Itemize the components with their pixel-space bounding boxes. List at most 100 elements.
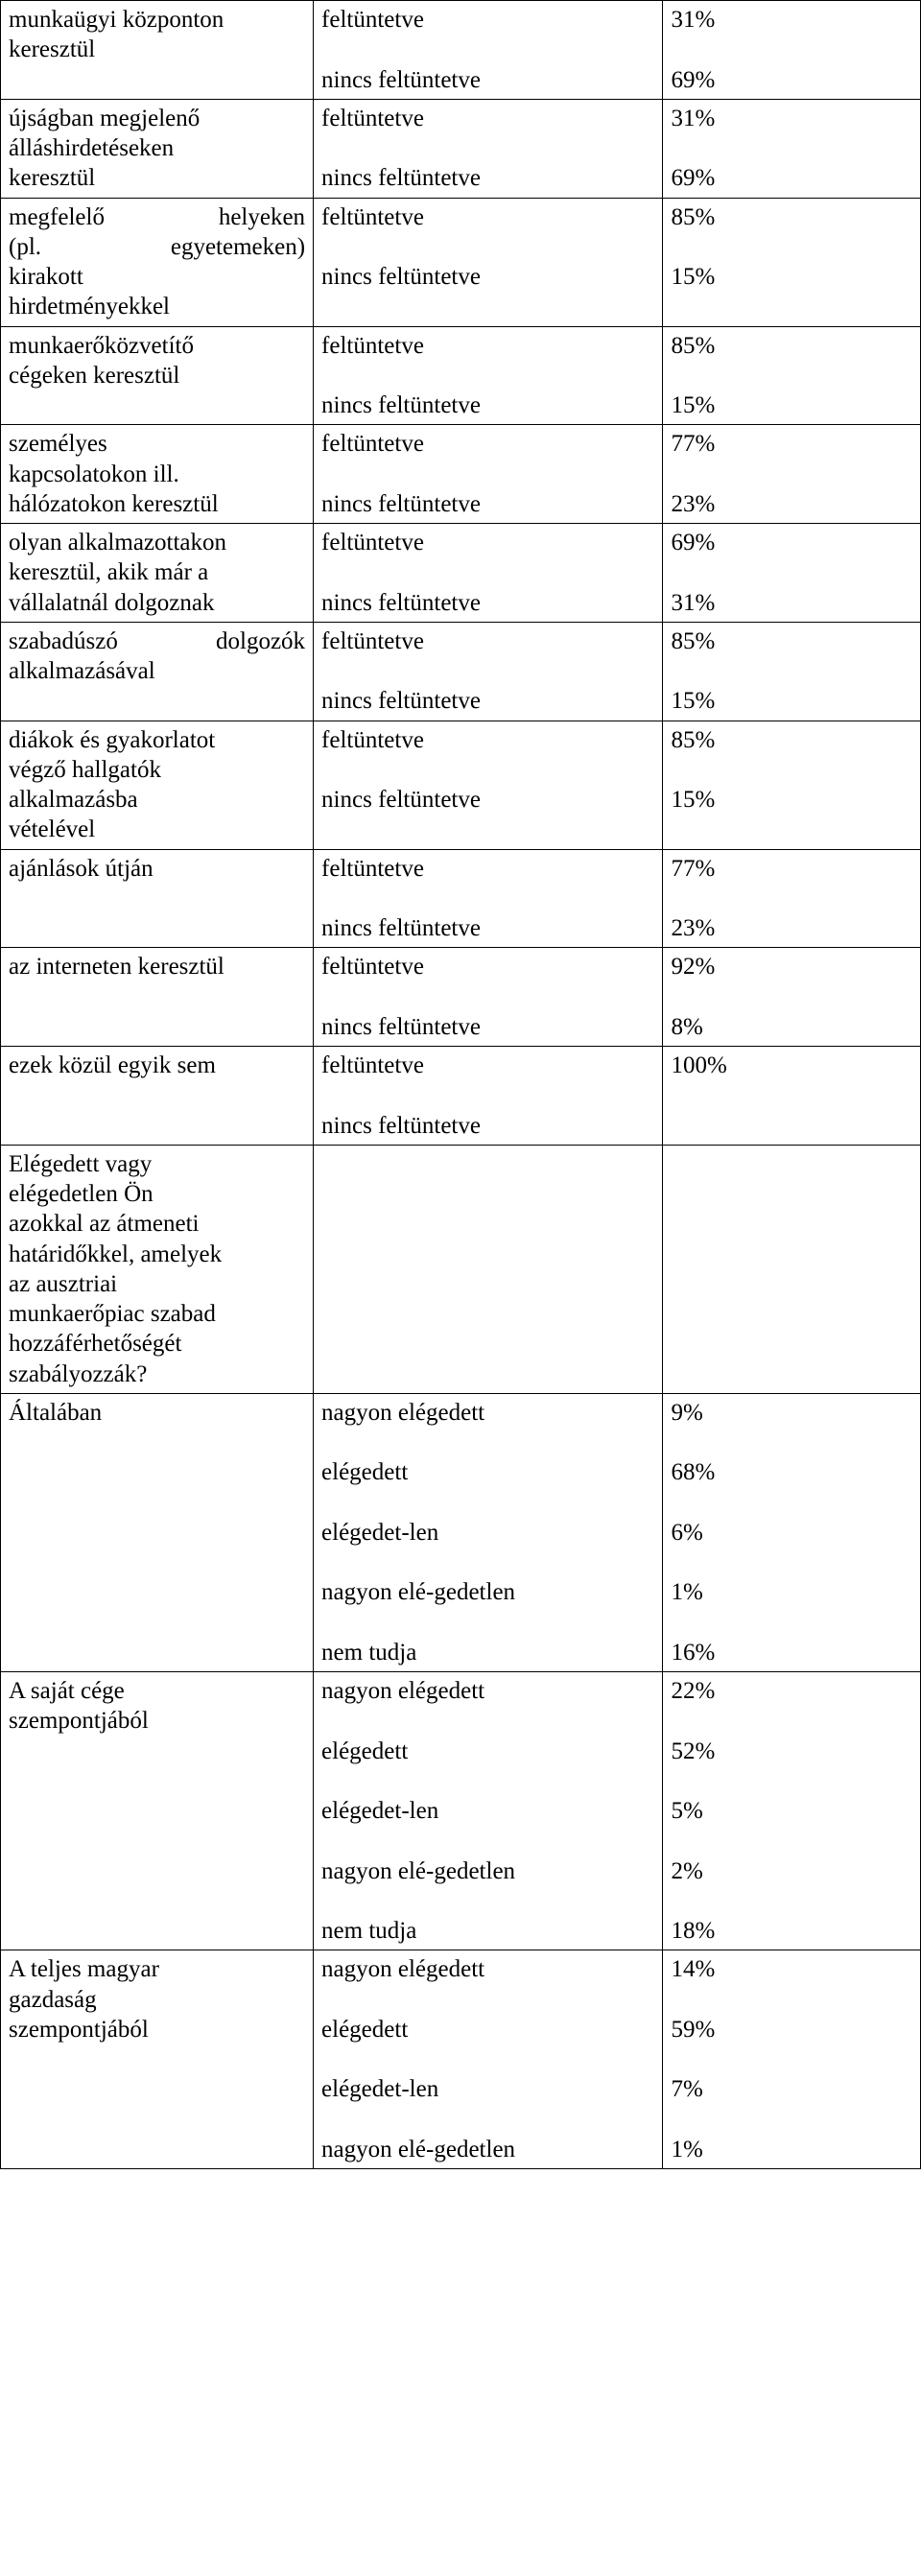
value: 1% [671, 1577, 912, 1607]
option-label: elégedet-len [321, 1518, 654, 1548]
cell-values [663, 1145, 921, 1393]
value: 77% [671, 429, 912, 459]
value: 6% [671, 1518, 912, 1548]
text-line: személyes [9, 429, 305, 459]
text-line: Általában [9, 1398, 305, 1428]
text-line: vételével [9, 815, 305, 844]
text-line: vállalatnál dolgoznak [9, 588, 305, 618]
option-label: elégedett [321, 1737, 654, 1766]
cell-values: 85% 15% [663, 198, 921, 326]
data-table: munkaügyi központonkeresztülfeltüntetven… [0, 0, 921, 2169]
text-line: alkalmazásba [9, 785, 305, 815]
cell-values: 85% 15% [663, 622, 921, 721]
row-label: Általában [1, 1393, 314, 1671]
option-label: nem tudja [321, 1638, 654, 1667]
cell-values: 85%15% [663, 326, 921, 425]
text-line: újságban megjelenő [9, 104, 305, 133]
table-row: ajánlások útjánfeltüntetvenincs feltünte… [1, 849, 921, 948]
option-label: nagyon elé-gedetlen [321, 1577, 654, 1607]
cell-options: feltüntetvenincs feltüntetve [314, 326, 663, 425]
value: 23% [671, 489, 912, 519]
text-line: munkaügyi központon [9, 5, 305, 35]
cell-values: 77% 23% [663, 425, 921, 524]
value: 77% [671, 854, 912, 884]
cell-options: feltüntetvenincs feltüntetve [314, 524, 663, 623]
text-line: végző hallgatók [9, 755, 305, 785]
text-line: szabadúszódolgozók [9, 626, 305, 656]
cell-options: feltüntetvenincs feltüntetve [314, 721, 663, 849]
cell-values: 22%52%5%2%18% [663, 1672, 921, 1950]
table-row: szabadúszódolgozókalkalmazásávalfeltünte… [1, 622, 921, 721]
table-row: diákok és gyakorlatotvégző hallgatókalka… [1, 721, 921, 849]
row-label: ezek közül egyik sem [1, 1047, 314, 1146]
row-label: ajánlások útján [1, 849, 314, 948]
text-line: elégedetlen Ön [9, 1179, 305, 1209]
cell-values: 31%69% [663, 99, 921, 198]
option-label: feltüntetve [321, 202, 654, 232]
cell-options: nagyon elégedettelégedettelégedet-lennag… [314, 1393, 663, 1671]
table-row: A teljes magyargazdaságszempontjábólnagy… [1, 1950, 921, 2169]
cell-options [314, 1145, 663, 1393]
value: 85% [671, 202, 912, 232]
option-label: nagyon elé-gedetlen [321, 1856, 654, 1886]
table-row: olyan alkalmazottakonkeresztül, akik már… [1, 524, 921, 623]
table-row-question: Elégedett vagyelégedetlen Önazokkal az á… [1, 1145, 921, 1393]
value: 2% [671, 1856, 912, 1886]
table-row: ezek közül egyik sem feltüntetve nincs fel… [1, 1047, 921, 1146]
text-line: keresztül [9, 35, 305, 64]
text-line: keresztül [9, 163, 305, 193]
row-label: megfelelőhelyeken(pl.egyetemeken)kirakot… [1, 198, 314, 326]
text-line: keresztül, akik már a [9, 557, 305, 587]
row-label: munkaügyi központonkeresztül [1, 1, 314, 100]
row-label: Elégedett vagyelégedetlen Önazokkal az á… [1, 1145, 314, 1393]
value: 9% [671, 1398, 912, 1428]
text-line: hozzáférhetőségét [9, 1329, 305, 1359]
text-line: szempontjából [9, 2015, 305, 2044]
value: 69% [671, 528, 912, 557]
option-label: feltüntetve [321, 854, 654, 884]
option-label: elégedet-len [321, 1796, 654, 1826]
value: 16% [671, 1638, 912, 1667]
text-line: ajánlások útján [9, 854, 305, 884]
table-row: az interneten keresztülfeltüntetvenincs … [1, 948, 921, 1047]
value: 14% [671, 1954, 912, 1984]
value: 15% [671, 262, 912, 292]
value: 68% [671, 1457, 912, 1487]
text-line: kapcsolatokon ill. [9, 460, 305, 489]
cell-options: nagyon elégedettelégedettelégedet-lennag… [314, 1950, 663, 2169]
value: 85% [671, 725, 912, 755]
text-line: Elégedett vagy [9, 1149, 305, 1179]
text-line: A teljes magyar [9, 1954, 305, 1984]
option-label: nincs feltüntetve [321, 686, 654, 716]
cell-values: 14%59%7%1% [663, 1950, 921, 2169]
option-label: nagyon elégedett [321, 1954, 654, 1984]
value: 31% [671, 588, 912, 618]
value [671, 1111, 912, 1141]
option-label: nincs feltüntetve [321, 489, 654, 519]
text-line: hálózatokon keresztül [9, 489, 305, 519]
option-label: nem tudja [321, 1916, 654, 1946]
cell-values: 92%8% [663, 948, 921, 1047]
option-label: nincs feltüntetve [321, 1111, 654, 1141]
option-label: feltüntetve [321, 528, 654, 557]
value: 69% [671, 65, 912, 95]
text-line: hirdetményekkel [9, 292, 305, 321]
value: 15% [671, 686, 912, 716]
value: 59% [671, 2015, 912, 2044]
cell-options: feltüntetvenincs feltüntetve [314, 1, 663, 100]
option-label: feltüntetve [321, 1051, 654, 1080]
option-label: elégedett [321, 2015, 654, 2044]
table-row: munkaerőközvetítőcégeken keresztülfeltün… [1, 326, 921, 425]
option-label: nincs feltüntetve [321, 163, 654, 193]
option-label: nincs feltüntetve [321, 1012, 654, 1042]
text-line: megfelelőhelyeken [9, 202, 305, 232]
cell-options: feltüntetvenincs feltüntetve [314, 622, 663, 721]
value: 85% [671, 626, 912, 656]
value: 31% [671, 104, 912, 133]
option-label: feltüntetve [321, 429, 654, 459]
text-line: ezek közül egyik sem [9, 1051, 305, 1080]
text-line: szempontjából [9, 1706, 305, 1736]
cell-values: 77%23% [663, 849, 921, 948]
option-label: nincs feltüntetve [321, 785, 654, 815]
row-label: A teljes magyargazdaságszempontjából [1, 1950, 314, 2169]
